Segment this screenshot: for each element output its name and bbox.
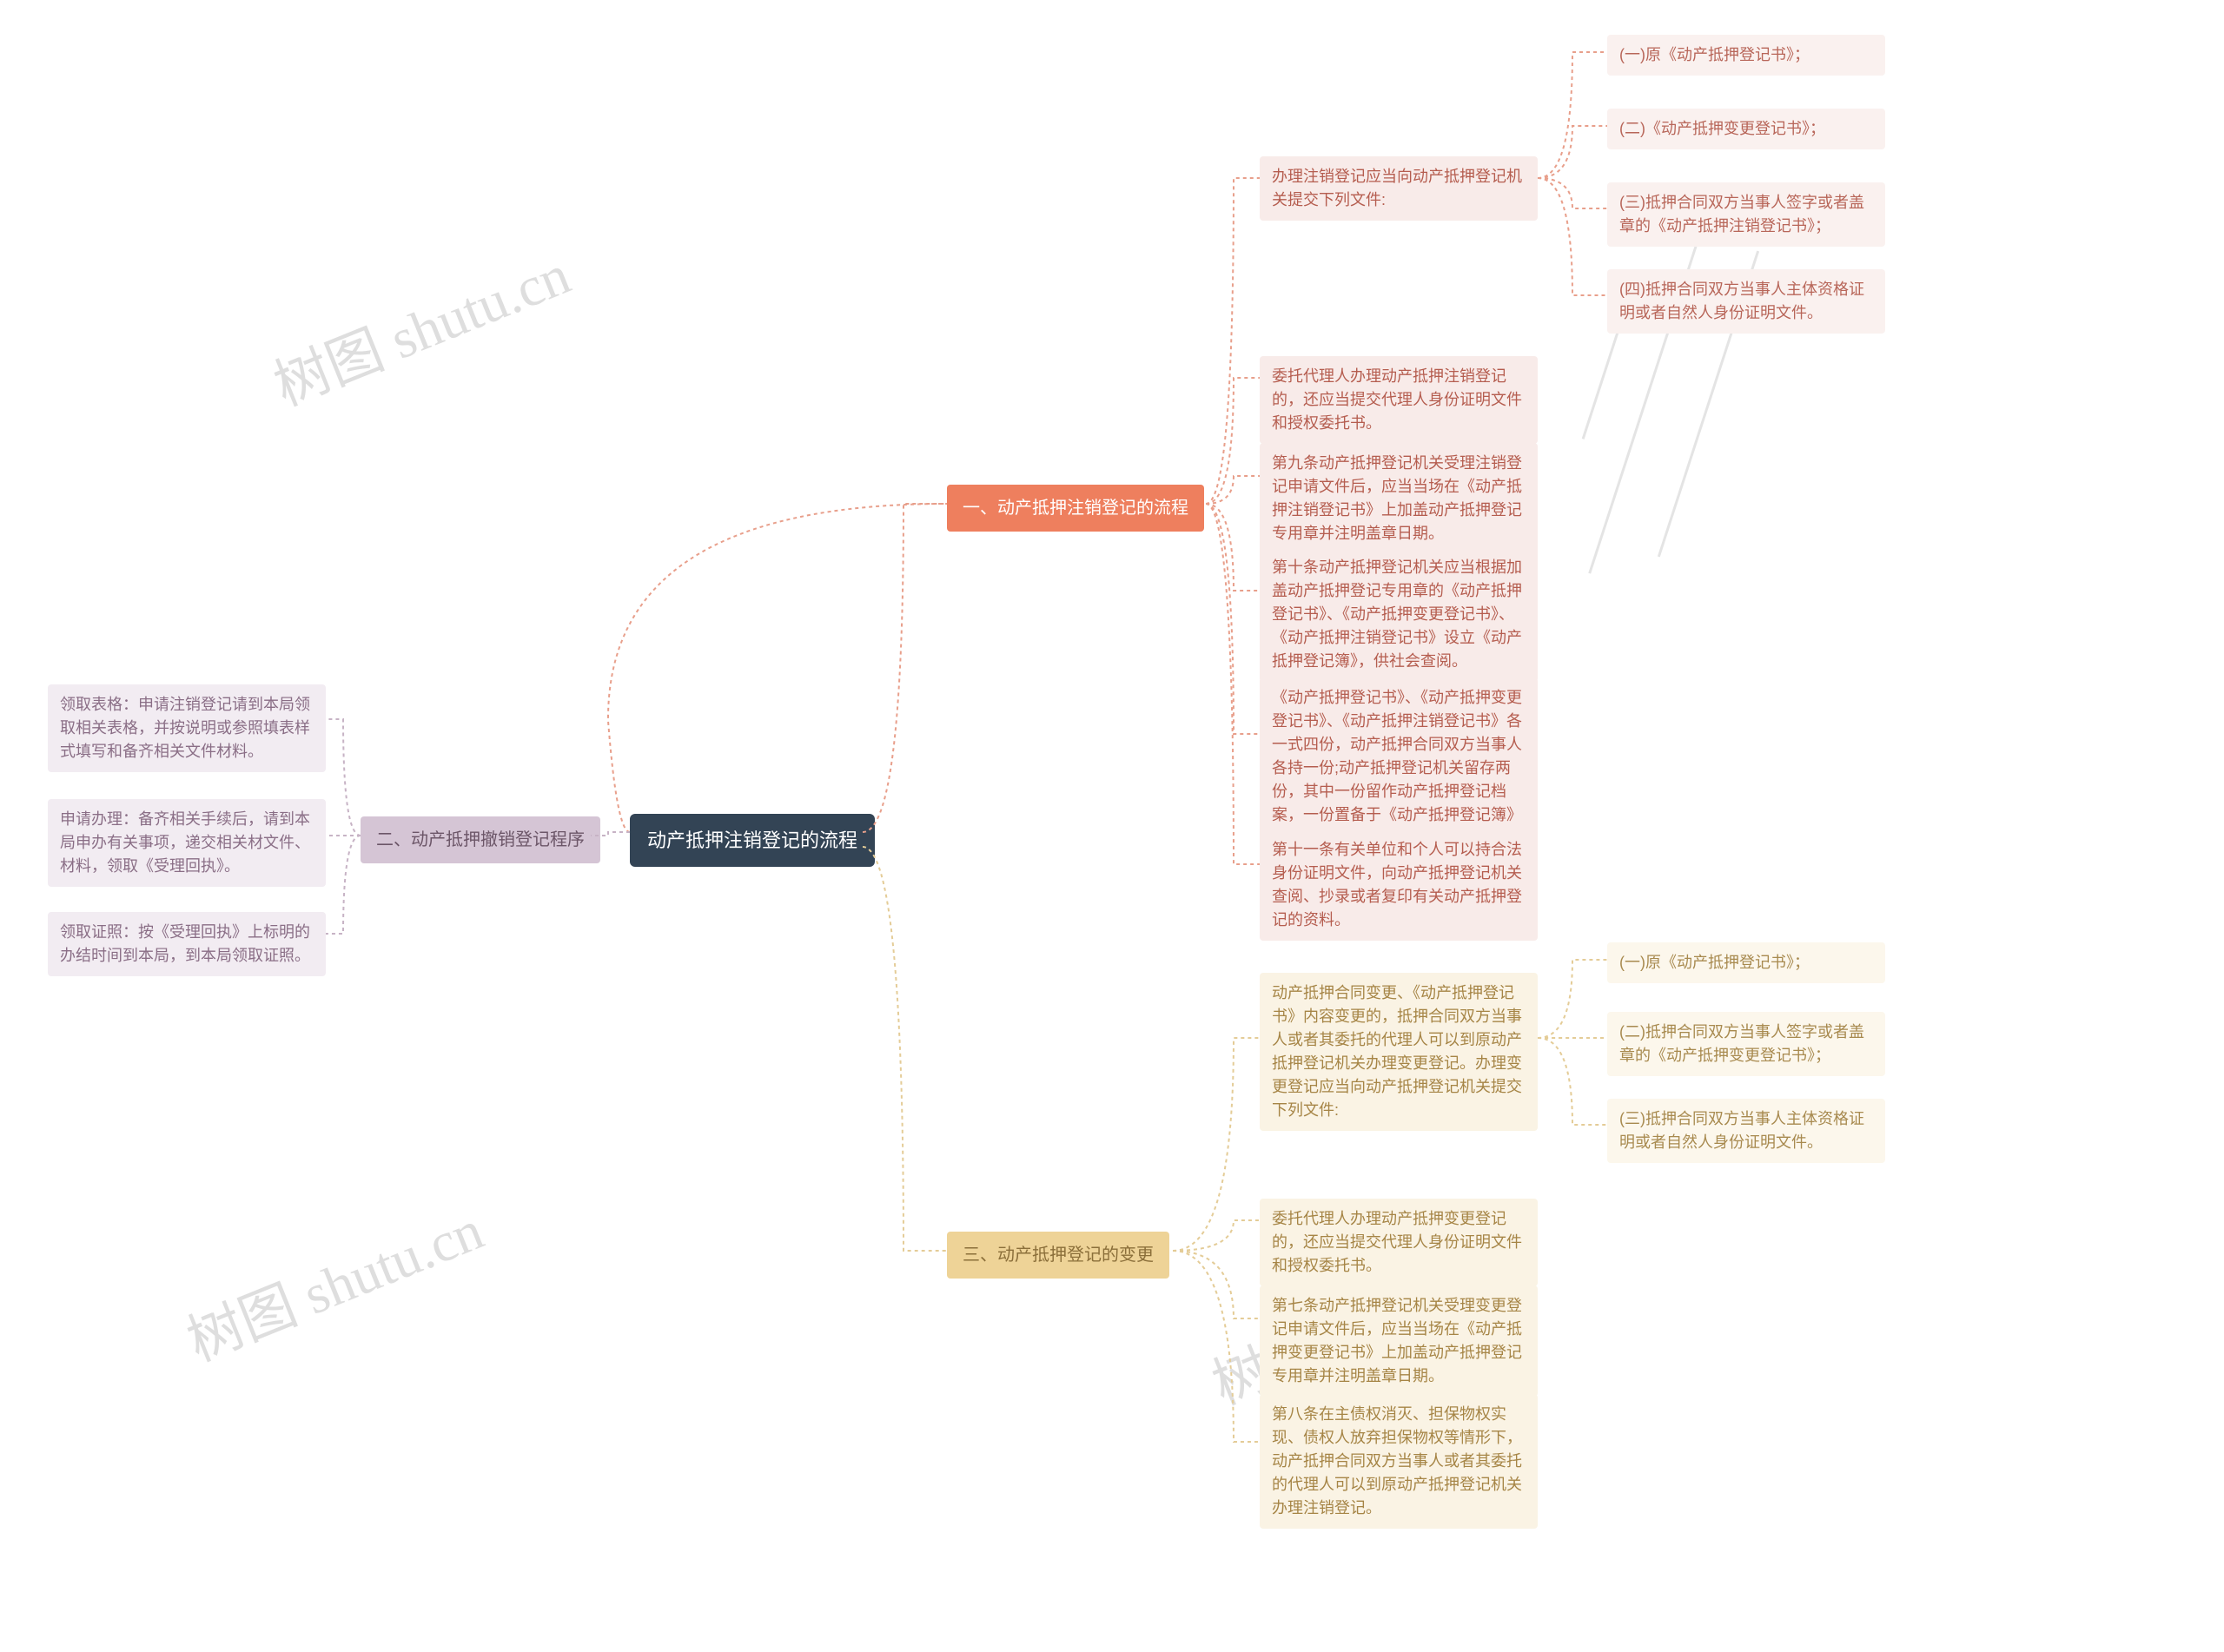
b1-leaf-1-c1: (一)原《动产抵押登记书》； — [1607, 35, 1885, 76]
b1-leaf-1-c4: (四)抵押合同双方当事人主体资格证明或者自然人身份证明文件。 — [1607, 269, 1885, 334]
b1-leaf-3: 第九条动产抵押登记机关受理注销登记申请文件后，应当当场在《动产抵押注销登记书》上… — [1260, 443, 1538, 554]
b1-leaf-2: 委托代理人办理动产抵押注销登记的，还应当提交代理人身份证明文件和授权委托书。 — [1260, 356, 1538, 444]
watermark: 树图 shutu.cn — [261, 230, 579, 421]
b2-leaf-2: 申请办理：备齐相关手续后，请到本局申办有关事项，递交相关材文件、材料，领取《受理… — [48, 799, 326, 887]
b1-leaf-4: 第十条动产抵押登记机关应当根据加盖动产抵押登记专用章的《动产抵押登记书》、《动产… — [1260, 547, 1538, 682]
b1-leaf-1-c3: (三)抵押合同双方当事人签字或者盖章的《动产抵押注销登记书》； — [1607, 182, 1885, 247]
b2-leaf-1: 领取表格：申请注销登记请到本局领取相关表格，并按说明或参照填表样式填写和备齐相关… — [48, 684, 326, 772]
b3-leaf-2: 委托代理人办理动产抵押变更登记的，还应当提交代理人身份证明文件和授权委托书。 — [1260, 1199, 1538, 1286]
branch-2: 二、动产抵押撤销登记程序 — [361, 816, 600, 863]
b3-leaf-1-c3: (三)抵押合同双方当事人主体资格证明或者自然人身份证明文件。 — [1607, 1099, 1885, 1163]
b3-leaf-3: 第七条动产抵押登记机关受理变更登记申请文件后，应当当场在《动产抵押变更登记书》上… — [1260, 1285, 1538, 1397]
b3-leaf-1-c2: (二)抵押合同双方当事人签字或者盖章的《动产抵押变更登记书》； — [1607, 1012, 1885, 1076]
root-node: 动产抵押注销登记的流程 — [630, 814, 875, 867]
b1-leaf-6: 第十一条有关单位和个人可以持合法身份证明文件，向动产抵押登记机关查阅、抄录或者复… — [1260, 829, 1538, 941]
branch-1: 一、动产抵押注销登记的流程 — [947, 485, 1204, 532]
watermark: 树图 shutu.cn — [174, 1186, 493, 1377]
branch-3: 三、动产抵押登记的变更 — [947, 1232, 1169, 1279]
b3-leaf-1: 动产抵押合同变更、《动产抵押登记书》内容变更的，抵押合同双方当事人或者其委托的代… — [1260, 973, 1538, 1131]
b3-leaf-1-c1: (一)原《动产抵押登记书》； — [1607, 942, 1885, 983]
b1-leaf-1: 办理注销登记应当向动产抵押登记机关提交下列文件: — [1260, 156, 1538, 221]
b3-leaf-4: 第八条在主债权消灭、担保物权实现、债权人放弃担保物权等情形下，动产抵押合同双方当… — [1260, 1394, 1538, 1529]
b1-leaf-1-c2: (二)《动产抵押变更登记书》； — [1607, 109, 1885, 149]
connector-layer — [0, 0, 2224, 1652]
b2-leaf-3: 领取证照：按《受理回执》上标明的办结时间到本局，到本局领取证照。 — [48, 912, 326, 976]
